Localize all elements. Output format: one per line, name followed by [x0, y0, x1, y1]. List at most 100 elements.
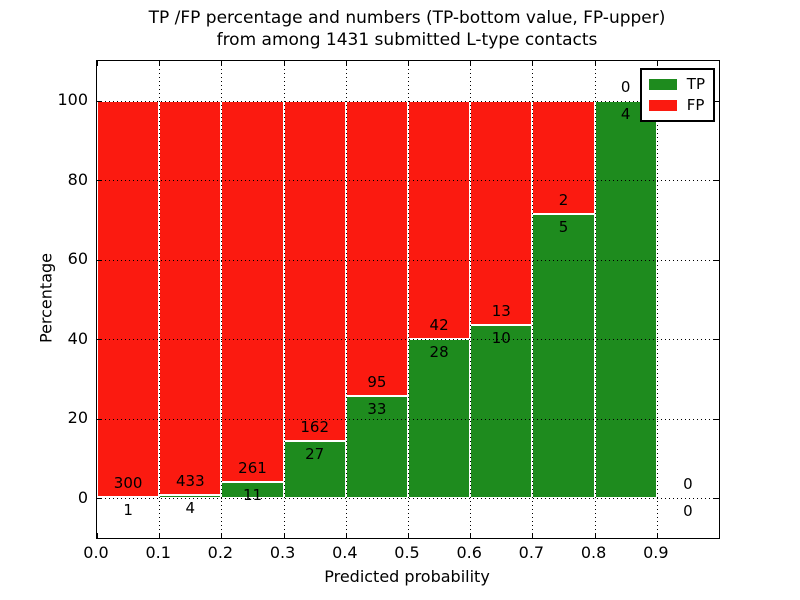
- x-tick-top: [97, 61, 98, 66]
- x-tick-bottom: [470, 533, 472, 538]
- fp-bar-segment: [97, 100, 160, 497]
- tp-count-label: 5: [558, 218, 569, 237]
- y-tick-label: 20: [67, 408, 88, 428]
- gridline-horizontal: [97, 180, 719, 182]
- legend: TP FP: [639, 68, 715, 122]
- x-tick-label: 0.4: [332, 543, 358, 562]
- fp-bar-segment: [283, 100, 346, 442]
- fp-count-label: 261: [238, 459, 267, 478]
- x-tick-bottom: [159, 533, 161, 538]
- x-tick-bottom: [221, 533, 223, 538]
- legend-entry-fp: FP: [648, 95, 705, 116]
- y-tick-label: 40: [67, 328, 88, 348]
- x-tick-bottom: [532, 533, 534, 538]
- fp-count-label: 2: [558, 191, 569, 210]
- x-tick-bottom: [656, 533, 658, 538]
- fp-bar-segment: [408, 100, 471, 340]
- x-tick-bottom: [594, 533, 596, 538]
- chart-title-line1: TP /FP percentage and numbers (TP-bottom…: [148, 8, 666, 28]
- fp-count-label: 300: [113, 473, 143, 492]
- x-tick-top: [159, 61, 161, 66]
- y-tick-left: [97, 498, 102, 500]
- tp-count-label: 4: [185, 498, 196, 517]
- x-tick-bottom: [408, 533, 409, 538]
- tp-bar-segment: [283, 441, 346, 499]
- fp-bar-segment: [470, 100, 533, 326]
- x-tick-label: 0.0: [83, 543, 109, 562]
- fp-bar-segment: [345, 100, 408, 396]
- y-tick-right: [714, 259, 719, 261]
- fp-count-label: 0: [683, 475, 693, 494]
- y-tick-left: [97, 100, 102, 102]
- tp-count-label: 28: [429, 343, 449, 362]
- y-tick-left: [97, 180, 102, 182]
- fp-count-label: 162: [300, 418, 330, 437]
- y-tick-right: [714, 498, 719, 500]
- fp-count-label: 13: [491, 302, 511, 321]
- y-tick-label: 0: [77, 487, 88, 507]
- x-tick-top: [656, 61, 658, 66]
- x-tick-bottom: [97, 533, 98, 538]
- fp-count-label: 42: [429, 316, 449, 335]
- y-tick-right: [714, 100, 719, 102]
- x-tick-top: [408, 61, 409, 66]
- x-tick-label: 0.1: [145, 543, 171, 562]
- tp-count-label: 11: [242, 486, 263, 505]
- y-tick-left: [97, 418, 102, 420]
- legend-label: FP: [686, 96, 705, 114]
- x-tick-label: 0.9: [643, 543, 669, 562]
- gridline-horizontal: [97, 498, 719, 500]
- legend-entry-tp: TP: [648, 74, 705, 95]
- fp-legend-swatch: [648, 100, 677, 111]
- tp-legend-swatch: [648, 79, 677, 90]
- y-tick-right: [714, 339, 719, 341]
- plot-area: 300 1 433 4 261 11 162 27 95 33 42 28 13 10 2 5 0 4 0 0 TP FP: [96, 60, 720, 539]
- gridline-vertical: [470, 61, 472, 538]
- fp-count-label: 433: [175, 471, 205, 490]
- tp-bar-segment: [470, 325, 533, 499]
- tp-bar-segment: [532, 214, 595, 499]
- x-tick-top: [532, 61, 534, 66]
- tp-count-label: 4: [620, 104, 631, 123]
- fp-bar-segment: [532, 100, 595, 215]
- tp-bar-segment: [594, 100, 657, 499]
- tp-count-label: 33: [367, 399, 387, 418]
- x-tick-top: [594, 61, 596, 66]
- fp-bar-segment: [221, 100, 284, 483]
- tp-count-label: 1: [123, 500, 133, 519]
- y-tick-right: [714, 180, 719, 182]
- y-tick-label: 60: [67, 249, 88, 269]
- x-tick-top: [345, 61, 347, 66]
- y-tick-label: 80: [67, 169, 88, 189]
- tp-count-label: 27: [305, 445, 325, 464]
- gridline-vertical: [283, 61, 285, 538]
- x-tick-bottom: [345, 533, 347, 538]
- y-tick-left: [97, 259, 102, 261]
- x-tick-label: 0.6: [456, 543, 482, 562]
- x-tick-top: [221, 61, 223, 66]
- gridline-vertical: [408, 61, 409, 538]
- tp-bar-segment: [345, 395, 408, 499]
- gridline-horizontal: [97, 339, 719, 341]
- x-tick-label: 0.7: [518, 543, 545, 562]
- y-tick-left: [97, 339, 102, 341]
- gridline-vertical: [594, 61, 596, 538]
- y-tick-label: 100: [57, 90, 88, 110]
- tp-count-label: 10: [491, 329, 511, 348]
- gridline-vertical: [532, 61, 534, 538]
- gridline-vertical: [345, 61, 347, 538]
- x-tick-label: 0.5: [394, 543, 420, 562]
- gridline-vertical: [221, 61, 223, 538]
- x-tick-top: [470, 61, 472, 66]
- x-tick-label: 0.2: [207, 543, 234, 562]
- x-tick-label: 0.8: [580, 543, 607, 562]
- fp-bar-segment: [159, 100, 222, 495]
- gridline-vertical: [159, 61, 161, 538]
- gridline-horizontal: [97, 418, 719, 420]
- x-tick-top: [283, 61, 285, 66]
- fp-count-label: 95: [367, 372, 387, 391]
- x-tick-label: 0.3: [269, 543, 296, 562]
- gridline-horizontal: [97, 100, 719, 102]
- gridline-horizontal: [97, 259, 719, 261]
